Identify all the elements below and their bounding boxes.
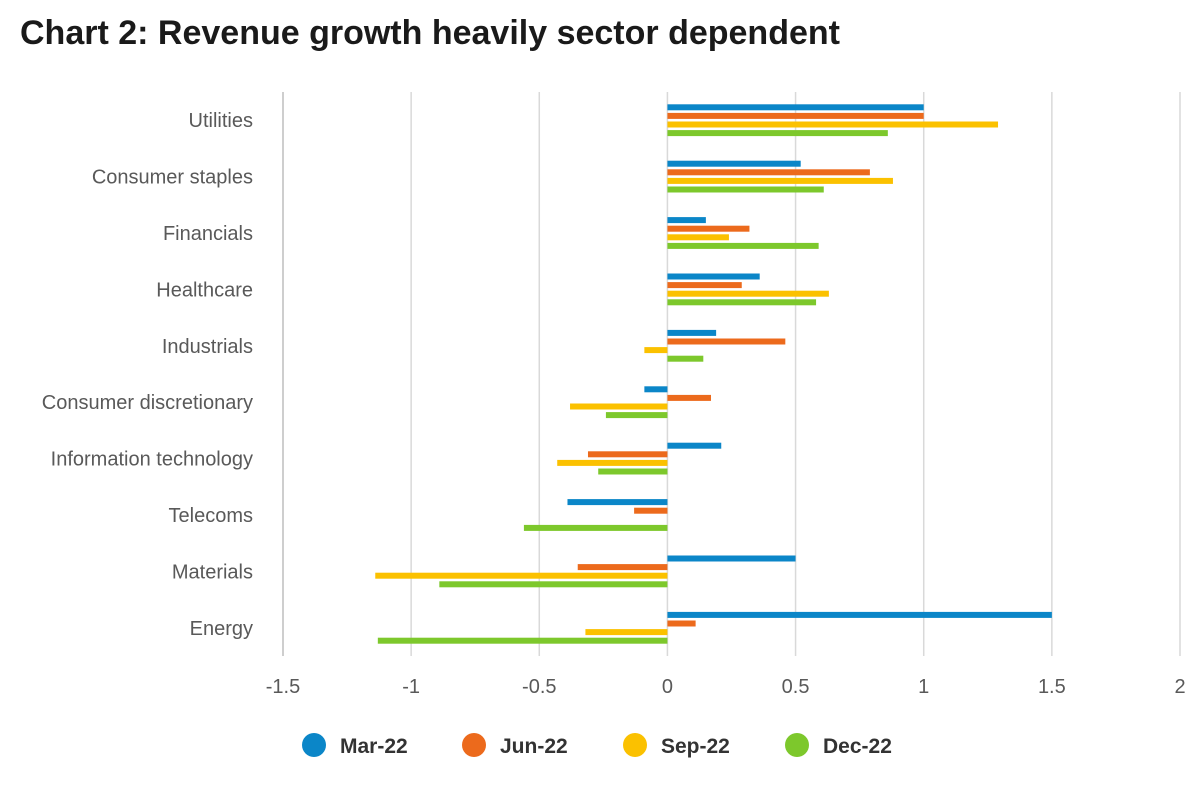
x-tick-label: 2 <box>1174 676 1185 698</box>
legend-label: Mar-22 <box>340 735 408 758</box>
category-label: Utilities <box>189 110 253 132</box>
x-tick-label: -1 <box>402 676 420 698</box>
bar <box>667 282 742 289</box>
legend-label: Dec-22 <box>823 735 892 758</box>
category-label: Financials <box>163 223 253 245</box>
bar <box>667 169 870 176</box>
legend: Mar-22 Jun-22 Sep-22 Dec-22 <box>302 733 892 758</box>
bar <box>667 104 924 111</box>
bar <box>644 347 668 354</box>
bar <box>667 555 796 562</box>
bar <box>667 242 819 249</box>
bar <box>577 564 668 571</box>
bar <box>667 160 801 167</box>
bar <box>667 186 824 193</box>
bar <box>567 499 668 506</box>
bar <box>667 394 711 401</box>
category-label: Industrials <box>162 336 253 358</box>
bar <box>439 581 668 588</box>
category-label: Energy <box>190 618 253 640</box>
bar <box>667 234 729 241</box>
legend-marker <box>623 733 647 757</box>
category-label: Healthcare <box>156 279 253 301</box>
bar <box>605 412 668 419</box>
bar <box>585 629 668 636</box>
grid-lines <box>282 92 1181 656</box>
category-label: Consumer discretionary <box>42 392 253 414</box>
bar <box>667 273 760 280</box>
x-tick-label: 0.5 <box>782 676 810 698</box>
bar <box>667 217 706 224</box>
bar <box>667 112 924 119</box>
bar <box>377 637 668 644</box>
bar <box>667 121 999 128</box>
bar <box>667 329 717 336</box>
bar <box>667 355 704 362</box>
bar <box>667 130 888 137</box>
bar <box>375 572 668 579</box>
category-labels: Utilities Consumer staples Financials Healt… <box>42 110 253 640</box>
legend-marker <box>462 733 486 757</box>
category-label: Information technology <box>51 449 253 471</box>
legend-marker <box>302 733 326 757</box>
bar <box>598 468 668 475</box>
bar <box>557 459 668 466</box>
x-tick-label: -0.5 <box>522 676 556 698</box>
bars <box>375 104 1052 644</box>
bar <box>667 611 1052 618</box>
bar <box>667 442 722 449</box>
x-tick-labels: -1.5 -1 -0.5 0 0.5 1 1.5 2 <box>266 676 1186 698</box>
legend-label: Sep-22 <box>661 735 730 758</box>
bar <box>667 225 750 232</box>
x-tick-label: 1 <box>918 676 929 698</box>
bar <box>523 524 668 531</box>
bar <box>570 403 668 410</box>
bar <box>644 386 668 393</box>
legend-marker <box>785 733 809 757</box>
bar <box>667 290 829 297</box>
category-label: Materials <box>172 561 253 583</box>
x-tick-label: 1.5 <box>1038 676 1066 698</box>
bar <box>667 299 817 306</box>
bar <box>634 507 668 514</box>
legend-label: Jun-22 <box>500 735 568 758</box>
x-tick-label: 0 <box>662 676 673 698</box>
bar <box>667 177 893 184</box>
bar <box>667 620 696 627</box>
bar <box>667 338 786 345</box>
x-tick-label: -1.5 <box>266 676 300 698</box>
category-label: Telecoms <box>169 505 253 527</box>
bar <box>587 451 668 458</box>
chart-title: Chart 2: Revenue growth heavily sector d… <box>20 14 840 52</box>
category-label: Consumer staples <box>92 167 253 189</box>
